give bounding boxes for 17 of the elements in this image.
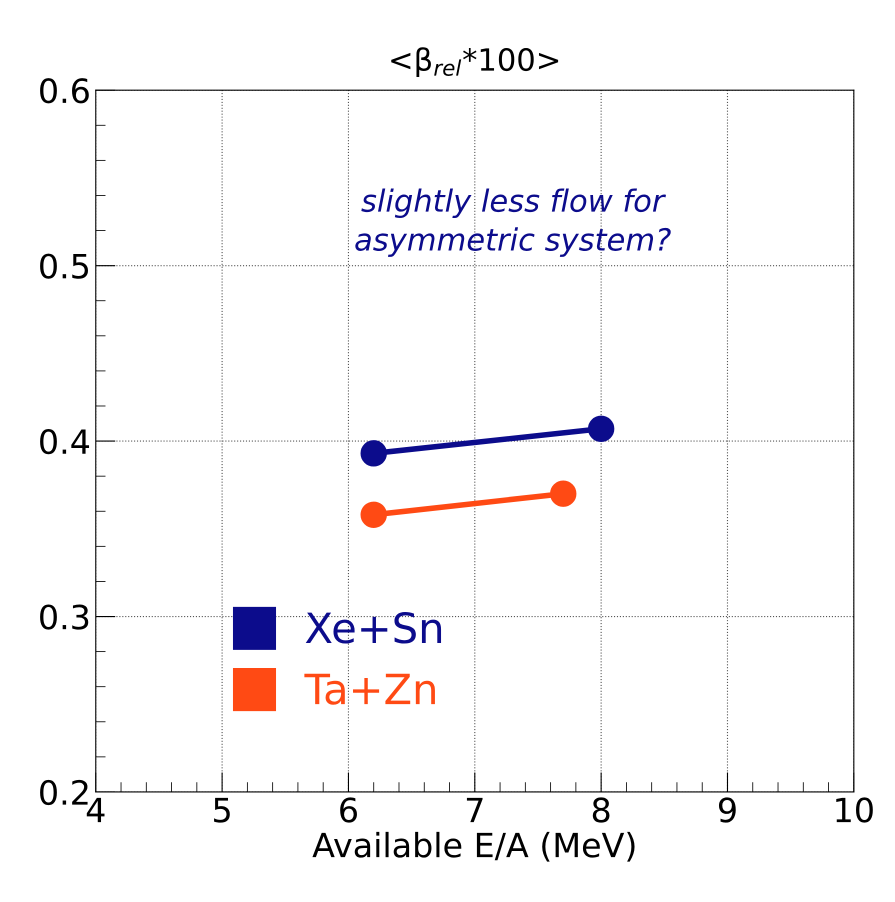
- y-tick-label: 0.3: [40, 604, 88, 630]
- x-tick-label: 4: [86, 798, 104, 822]
- x-tick-label: 7: [466, 798, 483, 822]
- x-tick-label: 8: [592, 797, 610, 823]
- x-tick-label: 10: [836, 797, 873, 823]
- y-tick-label: 0.2: [40, 780, 88, 806]
- chart-title: <β$_{rel}$*100>: [391, 47, 558, 77]
- legend-label: Xe+Sn: [306, 612, 442, 644]
- y-tick-label: 0.5: [40, 254, 88, 279]
- x-tick-label: 9: [718, 797, 736, 823]
- y-tick-label: 0.6: [40, 78, 89, 104]
- x-tick-label: 6: [340, 797, 357, 823]
- x-axis-title: Available E/A (MeV): [312, 832, 635, 862]
- x-tick-label: 5: [214, 798, 230, 823]
- legend-label: Ta+Zn: [304, 674, 435, 705]
- y-tick-label: 0.4: [40, 429, 90, 454]
- annotation: slightly less flow for asymmetric system?: [355, 188, 671, 257]
